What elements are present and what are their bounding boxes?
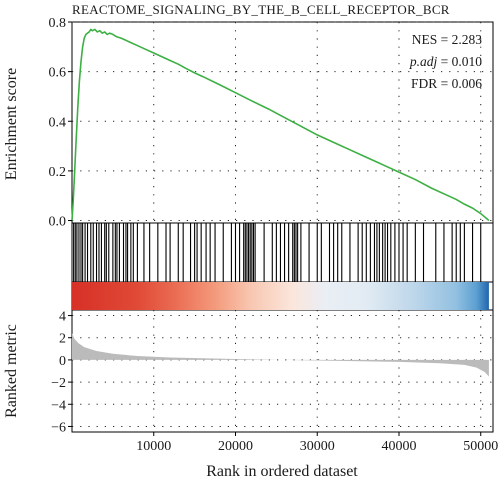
axis-ticks: 0.0 0.2 0.4 0.6 0.8 4 2 0 −2 −4 −6 10000 20000 30000 4…	[49, 16, 499, 454]
x-tick-label: 40000	[381, 439, 416, 454]
ranked-metric-gridlines	[72, 310, 493, 432]
metric-y-tick-label: −4	[51, 398, 66, 413]
x-axis-label: Rank in ordered dataset	[206, 463, 358, 480]
metric-y-tick-label: 0	[59, 354, 66, 369]
x-tick-label: 10000	[136, 439, 171, 454]
ranked-metric-panel-frame	[71, 309, 494, 433]
enrichment-y-tick-label: 0.8	[49, 16, 67, 31]
metric-y-label: Ranked metric	[3, 324, 20, 418]
enrichment-line-layer	[71, 28, 490, 222]
hit-lines	[73, 223, 482, 282]
x-tick-label: 20000	[218, 439, 253, 454]
enrichment-y-tick-label: 0.0	[49, 215, 67, 230]
fdr-annotation: FDR = 0.006	[411, 76, 482, 91]
plot-title: REACTOME_SIGNALING_BY_THE_B_CELL_RECEPTO…	[72, 2, 450, 17]
enrichment-y-tick-label: 0.6	[49, 66, 67, 81]
heat-bar	[72, 282, 489, 310]
metric-y-tick-label: −2	[51, 376, 66, 391]
enrichment-y-label: Enrichment score	[3, 68, 20, 180]
ranked-metric-area-layer	[72, 333, 489, 377]
x-tick-label: 30000	[300, 439, 335, 454]
enrichment-panel-frame	[71, 21, 494, 224]
enrichment-y-tick-label: 0.4	[49, 115, 67, 130]
heat-bar-fill	[72, 282, 489, 310]
nes-annotation: NES = 2.283	[412, 32, 483, 47]
enrichment-gridlines	[72, 21, 493, 223]
padj-annotation: p.adj = 0.010	[409, 54, 482, 69]
x-tick-label: 50000	[463, 439, 498, 454]
enrichment-score-line	[71, 28, 490, 222]
metric-y-tick-label: 2	[59, 332, 66, 347]
metric-y-tick-label: 4	[59, 310, 66, 325]
ranked-metric-area	[72, 333, 489, 377]
enrichment-y-tick-label: 0.2	[49, 165, 67, 180]
hits-panel-frame	[71, 222, 494, 283]
metric-y-tick-label: −6	[51, 420, 66, 435]
stats-annotation: NES = 2.283 p.adj = 0.010 FDR = 0.006	[409, 32, 482, 91]
